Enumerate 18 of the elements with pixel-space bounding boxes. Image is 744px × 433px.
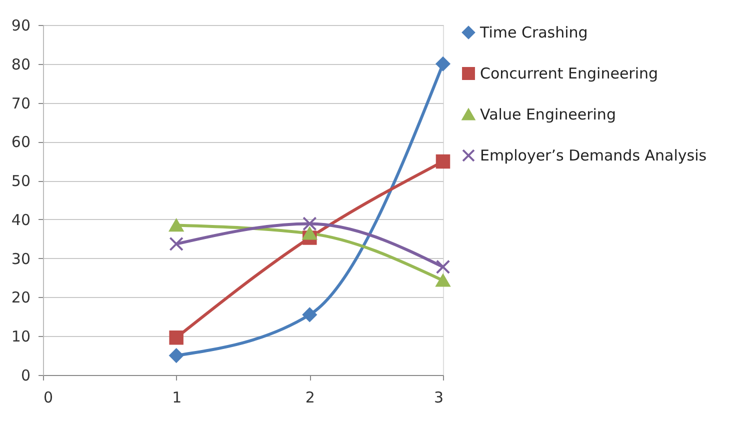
- y-tick-label: 10: [11, 328, 30, 346]
- legend-label: Time Crashing: [479, 24, 588, 42]
- legend-label: Value Engineering: [480, 106, 616, 124]
- y-tick-label: 70: [11, 94, 30, 112]
- y-tick-label: 0: [20, 366, 30, 384]
- legend-label: Employer’s Demands Analysis: [480, 146, 707, 164]
- x-tick-label: 1: [172, 388, 182, 406]
- y-tick-label: 80: [11, 55, 30, 74]
- y-tick-label: 60: [11, 133, 30, 152]
- y-tick-label: 90: [11, 16, 30, 34]
- y-tick-label: 40: [11, 210, 30, 229]
- legend-label: Concurrent Engineering: [480, 64, 658, 82]
- y-tick-label: 30: [11, 250, 30, 268]
- x-tick-label: 0: [44, 388, 54, 406]
- y-tick-label: 50: [11, 172, 30, 190]
- x-tick-label: 2: [305, 388, 315, 406]
- y-tick-label: 20: [11, 288, 30, 307]
- x-tick-label: 3: [434, 388, 444, 406]
